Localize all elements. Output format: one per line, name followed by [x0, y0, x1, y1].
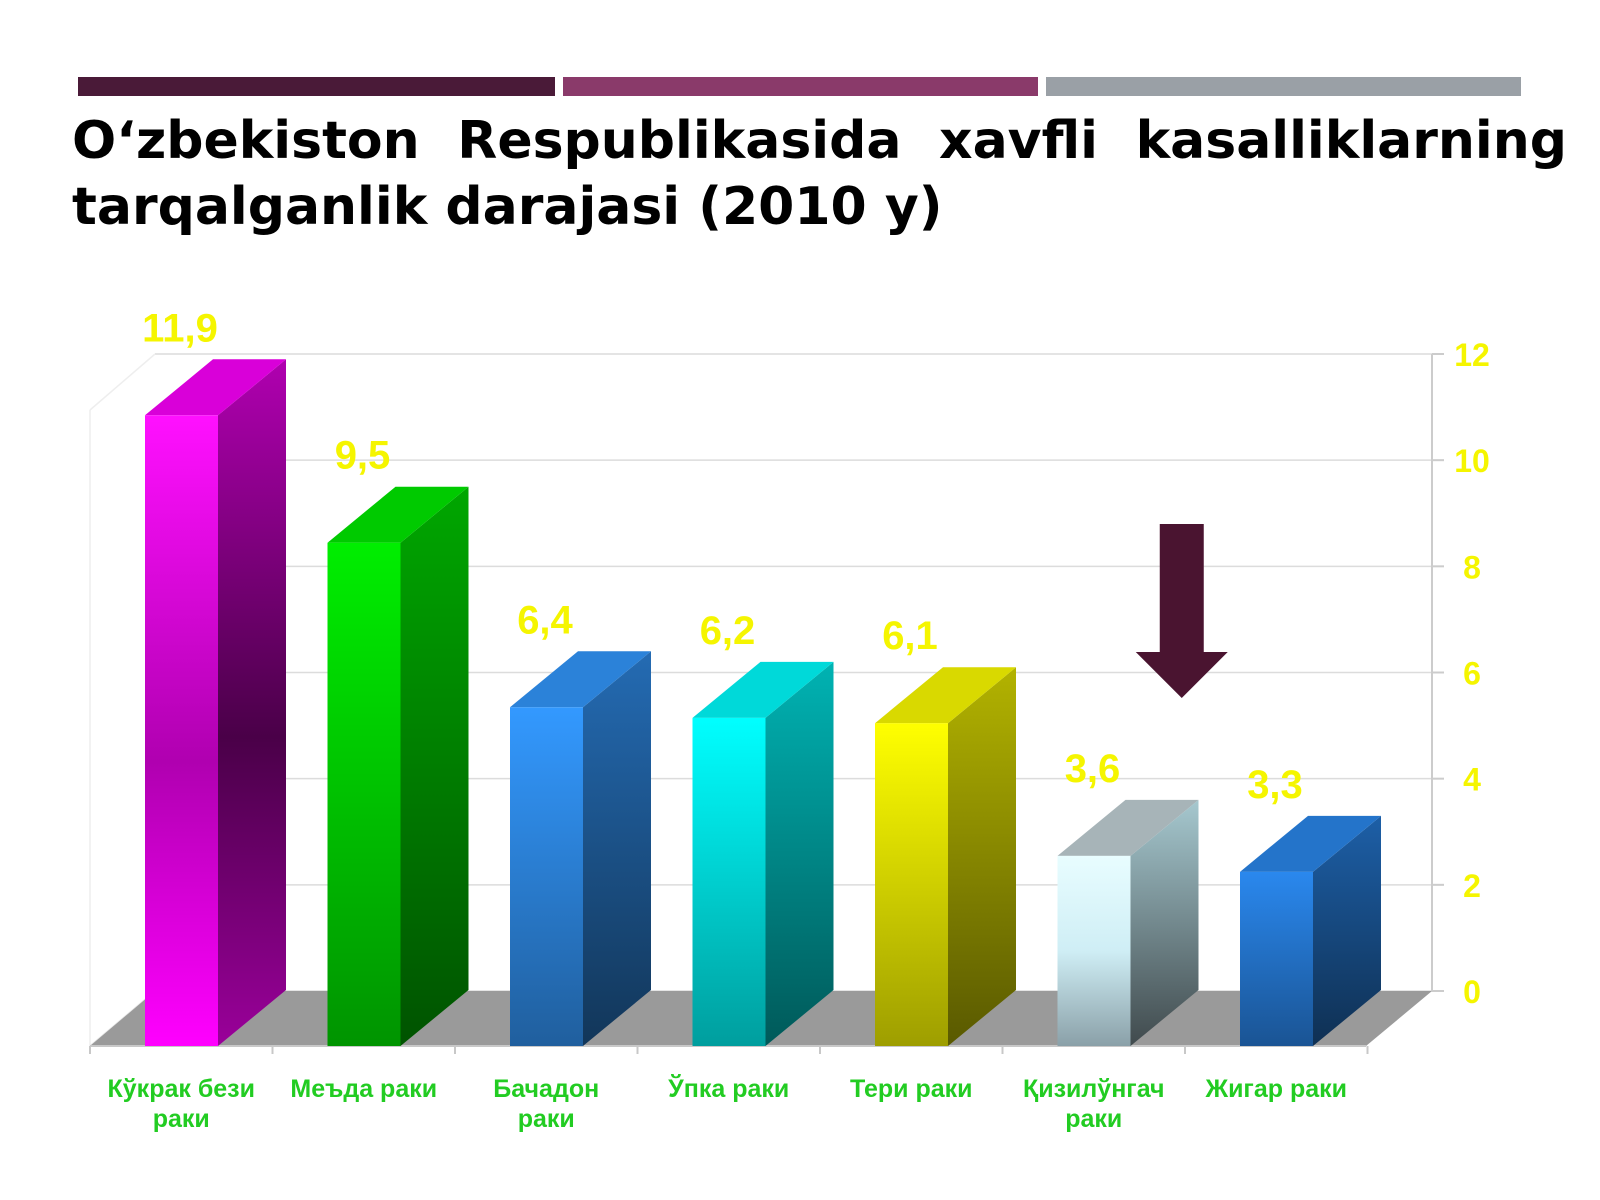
- y-axis: 0 2 4 6 8 10 12: [1431, 337, 1490, 1010]
- y-tick-label: 10: [1454, 443, 1490, 479]
- bar-side: [948, 667, 1016, 1046]
- category-label: раки: [1065, 1105, 1122, 1133]
- y-tick-label: 0: [1463, 974, 1481, 1010]
- value-label: 6,2: [700, 609, 756, 653]
- category-label: раки: [153, 1105, 210, 1133]
- bar: [145, 359, 286, 1046]
- bar-top: [327, 486, 469, 543]
- bar: [1240, 815, 1381, 1046]
- wall-line: [89, 353, 156, 411]
- bar-front: [875, 723, 948, 1046]
- value-label: 6,1: [882, 614, 938, 658]
- bar-side: [400, 486, 469, 1046]
- header-stripe-magenta: [563, 77, 1038, 96]
- category-label: Меъда раки: [290, 1075, 437, 1103]
- y-tick-label: 8: [1463, 549, 1481, 585]
- bar-side: [765, 661, 834, 1046]
- down-arrow-icon: [1135, 524, 1228, 698]
- bar-front: [1057, 855, 1131, 1046]
- bar-side: [583, 651, 651, 1046]
- y-tick-label: 2: [1463, 868, 1481, 904]
- category-label: Ўпка раки: [667, 1073, 789, 1103]
- bars: [145, 359, 1381, 1046]
- value-label: 3,6: [1065, 747, 1121, 791]
- value-label: 9,5: [335, 434, 391, 478]
- y-tick-label: 12: [1454, 337, 1490, 373]
- category-label: Қизилўнгач: [1023, 1075, 1165, 1103]
- bar-top: [875, 667, 1016, 724]
- bar: [692, 661, 834, 1046]
- bar: [1057, 799, 1199, 1046]
- bar-front: [145, 415, 218, 1046]
- slide-title: O‘zbekiston Respublikasida xavfli kasall…: [72, 111, 1567, 237]
- y-tick-label: 6: [1463, 656, 1481, 692]
- bar-front: [327, 542, 401, 1046]
- bar-top: [510, 651, 651, 708]
- value-label: 11,9: [142, 306, 218, 350]
- bar-top: [692, 661, 834, 718]
- category-label: раки: [518, 1105, 575, 1133]
- category-label: Кўкрак бези: [108, 1075, 255, 1103]
- value-labels: 11,9 9,5 6,4 6,2 6,1 3,6 3,3: [142, 306, 1303, 807]
- bar: [510, 651, 651, 1046]
- header-stripe-dark: [78, 77, 555, 96]
- bar: [327, 486, 469, 1046]
- annotation: [1135, 524, 1228, 698]
- bar-side: [1313, 815, 1381, 1046]
- bar-front: [510, 707, 583, 1046]
- bar-front: [692, 717, 766, 1046]
- value-label: 6,4: [517, 598, 573, 642]
- bar-top: [145, 359, 286, 416]
- bar: [875, 667, 1016, 1046]
- header-stripe-gray: [1046, 77, 1521, 96]
- bar-side: [218, 359, 286, 1046]
- category-label: Бачадон: [493, 1075, 599, 1103]
- category-label: Жигар раки: [1204, 1075, 1347, 1103]
- y-tick-label: 4: [1463, 762, 1481, 798]
- bar-top: [1240, 815, 1381, 872]
- bar-top: [1057, 799, 1199, 856]
- category-label: Тери раки: [850, 1075, 973, 1103]
- bar-front: [1240, 871, 1313, 1046]
- value-label: 3,3: [1247, 763, 1303, 807]
- bar-side: [1130, 799, 1199, 1046]
